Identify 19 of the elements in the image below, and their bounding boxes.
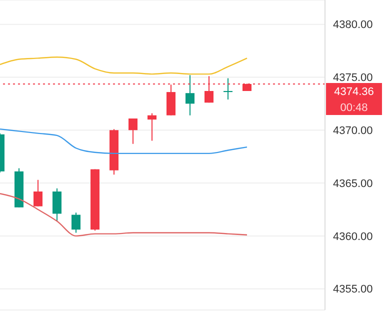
candlestick	[166, 84, 176, 116]
y-tick-label: 4380.00	[333, 19, 373, 32]
y-tick-label: 4360.00	[333, 230, 373, 243]
candlestick	[186, 74, 194, 116]
candlestick	[224, 78, 232, 100]
y-tick-label: 4370.00	[333, 125, 373, 138]
line-series	[0, 193, 248, 237]
line-series	[0, 128, 248, 154]
line-series	[0, 56, 248, 75]
candlestick	[148, 112, 156, 142]
ref-line-label: 4374.36	[334, 86, 374, 98]
candlestick	[72, 212, 80, 234]
y-tick-label: 4355.00	[333, 284, 373, 296]
candlestick	[34, 179, 42, 207]
y-tick-label: 4365.00	[333, 178, 373, 190]
text: 00:48	[340, 102, 368, 114]
candlestick	[52, 188, 62, 222]
candlestick	[128, 118, 138, 144]
y-tick-label: 4375.00	[333, 72, 373, 84]
